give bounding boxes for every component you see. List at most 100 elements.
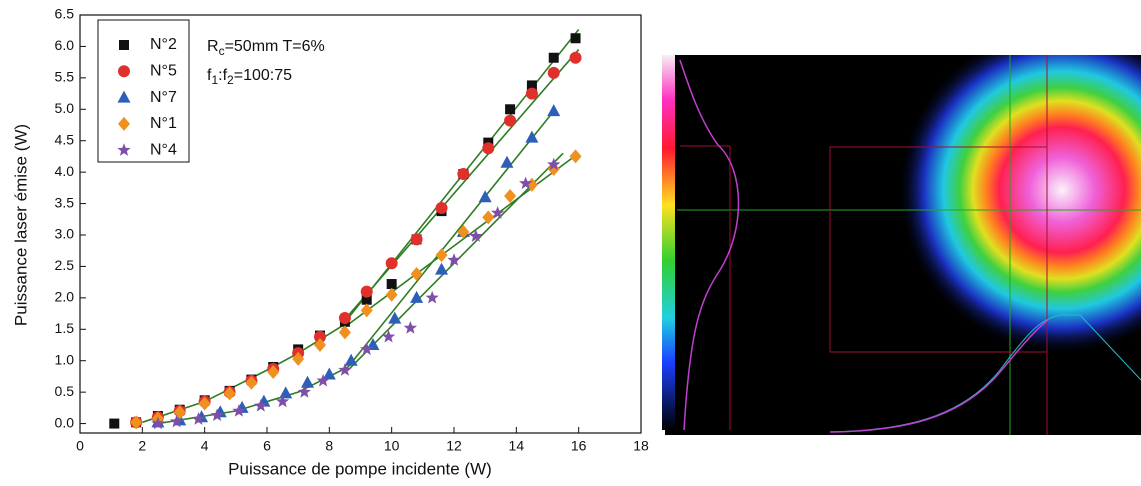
- data-point: [385, 257, 398, 270]
- data-point: [279, 386, 293, 399]
- x-tick-label: 8: [325, 438, 333, 454]
- data-point: [275, 394, 290, 408]
- roi-line: [680, 145, 731, 430]
- annotation-subscript: 2: [227, 73, 234, 87]
- data-point: [504, 114, 517, 127]
- profile-v: [679, 59, 740, 431]
- data-point: [151, 416, 165, 430]
- annotation-subscript: 1: [211, 73, 218, 87]
- annotation: Rc=50mm T=6%: [207, 38, 325, 58]
- data-point: [410, 290, 424, 303]
- x-tick-label: 4: [201, 438, 209, 454]
- legend-label: N°2: [150, 36, 177, 53]
- data-point: [232, 404, 246, 417]
- data-point: [338, 311, 351, 324]
- fit-line: [347, 110, 555, 368]
- data-point: [385, 287, 398, 302]
- annotation-text: f: [207, 67, 212, 84]
- data-point: [198, 396, 211, 411]
- y-tick-label: 2.5: [55, 257, 75, 273]
- data-point: [169, 414, 184, 428]
- data-point: [570, 33, 581, 44]
- data-point: [109, 418, 120, 429]
- legend-marker: [117, 143, 131, 156]
- x-tick-label: 12: [446, 438, 462, 454]
- data-point: [130, 415, 143, 430]
- legend-label: N°7: [150, 89, 177, 106]
- data-point: [210, 408, 224, 422]
- y-tick-label: 1.0: [55, 351, 75, 367]
- data-point: [478, 190, 492, 203]
- annotation-text: :f: [218, 67, 227, 84]
- x-axis-title: Puissance de pompe incidente (W): [228, 459, 492, 478]
- annotation-subscript: c: [219, 44, 225, 58]
- data-point: [569, 149, 582, 164]
- data-point: [366, 338, 380, 350]
- data-point: [410, 266, 423, 281]
- data-point: [435, 248, 448, 263]
- color-bar: [662, 55, 675, 430]
- y-tick-label: 0.5: [55, 383, 75, 399]
- data-point: [526, 80, 537, 91]
- data-point: [313, 338, 326, 352]
- data-point: [361, 294, 372, 305]
- data-point: [505, 104, 516, 115]
- data-point: [519, 176, 533, 190]
- plot-frame: [79, 14, 642, 434]
- data-point: [313, 330, 326, 343]
- y-axis-title: Puissance laser émise (W): [11, 124, 30, 326]
- y-tick-label: 3.0: [55, 226, 75, 242]
- data-point: [548, 52, 559, 63]
- data-point: [525, 130, 539, 143]
- data-point: [435, 201, 448, 214]
- data-point: [338, 325, 351, 340]
- profile-h-meas: [829, 319, 1049, 433]
- data-point: [504, 189, 517, 204]
- beam-image: [662, 55, 1141, 435]
- data-point: [301, 375, 315, 388]
- data-point: [360, 285, 373, 298]
- x-tick-label: 18: [633, 438, 649, 454]
- data-point: [386, 279, 397, 290]
- legend-box: [97, 19, 190, 163]
- data-point: [425, 290, 439, 304]
- data-point: [457, 168, 470, 181]
- data-point: [457, 224, 470, 239]
- annotation-text: =100:75: [234, 67, 292, 84]
- data-point: [469, 229, 483, 242]
- data-point: [360, 303, 373, 318]
- data-point: [344, 353, 358, 366]
- annotation-text: =50mm T=6%: [225, 38, 325, 55]
- data-point: [447, 253, 461, 266]
- data-point: [360, 342, 374, 356]
- x-tick-label: 10: [384, 438, 400, 454]
- legend-marker: [118, 65, 130, 78]
- data-point: [297, 385, 312, 398]
- data-point: [223, 386, 236, 401]
- data-point: [435, 262, 449, 275]
- data-point: [191, 412, 206, 425]
- y-tick-label: 5.5: [55, 69, 75, 85]
- fit-line: [341, 49, 580, 324]
- legend-label: N°5: [150, 63, 177, 80]
- y-tick-label: 5.0: [55, 100, 75, 116]
- data-point: [254, 398, 268, 412]
- data-point: [547, 66, 560, 79]
- legend-marker: [117, 90, 131, 103]
- data-point: [482, 142, 495, 155]
- x-tick-label: 16: [571, 438, 587, 454]
- data-point: [245, 375, 258, 390]
- legend-marker: [118, 116, 130, 131]
- y-tick-label: 0.0: [55, 414, 75, 430]
- data-point: [381, 329, 396, 343]
- y-tick-label: 1.5: [55, 320, 75, 336]
- data-point: [410, 233, 423, 246]
- y-tick-label: 4.0: [55, 163, 75, 179]
- data-point: [267, 365, 280, 380]
- beam-spot: [897, 55, 1141, 355]
- y-tick-label: 6.0: [55, 37, 75, 53]
- data-point: [569, 51, 582, 64]
- annotation: f1:f2=100:75: [207, 67, 292, 87]
- y-tick-label: 2.0: [55, 289, 75, 305]
